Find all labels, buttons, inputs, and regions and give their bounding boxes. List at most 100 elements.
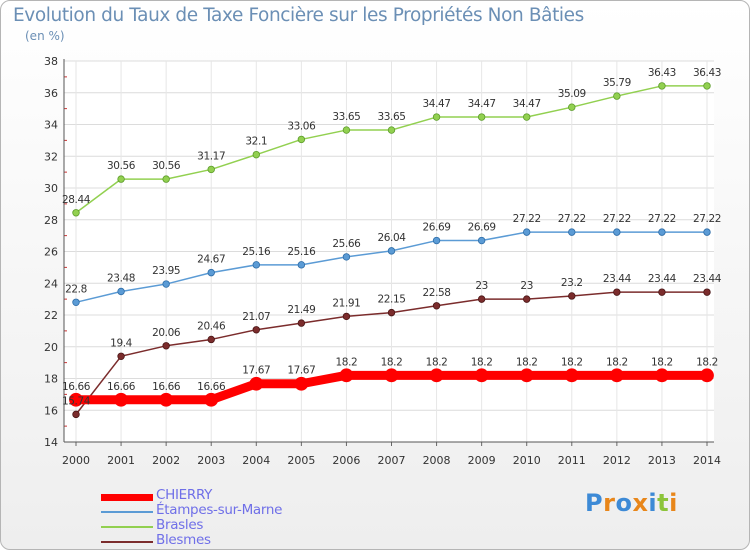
y-tick-label: 28	[44, 214, 58, 227]
data-label: 18.2	[606, 356, 628, 368]
series-2	[72, 82, 711, 217]
data-point	[162, 280, 170, 288]
data-label: 21.49	[287, 304, 315, 316]
data-point	[655, 368, 669, 383]
proxiti-logo: Proxiti	[585, 489, 678, 517]
series-0	[69, 368, 714, 407]
x-tick-label: 2004	[242, 454, 270, 467]
y-tick-label: 30	[44, 182, 58, 195]
data-label: 25.66	[332, 238, 361, 250]
data-point	[613, 288, 621, 296]
data-label: 23	[520, 280, 533, 292]
series-lines	[69, 82, 714, 419]
data-point	[523, 295, 531, 303]
data-label: 18.2	[471, 356, 493, 368]
data-label: 31.17	[197, 150, 225, 162]
data-point	[114, 392, 128, 407]
data-label: 23.2	[561, 277, 583, 289]
data-label: 26.69	[423, 222, 451, 234]
data-point	[117, 287, 125, 296]
data-point	[658, 228, 666, 236]
y-tick-label: 16	[44, 404, 58, 417]
data-point	[252, 326, 260, 334]
data-label: 18.2	[561, 356, 583, 368]
data-label: 20.06	[152, 327, 181, 339]
data-label: 22.58	[423, 287, 451, 299]
data-point	[387, 126, 396, 134]
series-1	[72, 228, 711, 306]
data-point	[384, 368, 399, 383]
data-point	[609, 368, 624, 383]
axes: 14 16 18 20 22 24 26 28 30 32 34 36 38 2000 2001 2002 20…	[44, 55, 721, 467]
data-point	[249, 376, 264, 391]
x-tick-label: 2010	[513, 454, 541, 467]
data-label: 33.65	[377, 111, 405, 123]
data-point	[294, 376, 309, 391]
data-point	[703, 288, 711, 296]
data-point	[117, 352, 125, 360]
data-point	[564, 368, 579, 383]
y-tick-label: 36	[44, 87, 58, 100]
data-point	[613, 228, 621, 236]
y-tick-label: 24	[44, 277, 58, 290]
x-tick-label: 2012	[603, 454, 631, 467]
legend-label: Étampes-sur-Marne	[156, 502, 283, 518]
x-tick-label: 2005	[287, 454, 315, 467]
x-tick-label: 2013	[648, 454, 676, 467]
data-label: 18.2	[381, 356, 403, 368]
data-label: 32.1	[245, 136, 267, 148]
data-label: 21.91	[332, 297, 360, 309]
data-point	[162, 342, 170, 350]
data-point	[703, 228, 711, 236]
data-point	[207, 268, 215, 277]
data-point	[252, 150, 260, 159]
x-tick-label: 2000	[62, 454, 90, 467]
data-label: 16.66	[197, 381, 226, 393]
data-label: 34.47	[513, 98, 541, 110]
data-label: 20.46	[197, 320, 226, 332]
logo-letter: i	[648, 489, 658, 517]
data-point	[658, 288, 666, 296]
logo-letter: o	[615, 489, 633, 517]
x-tick-label: 2002	[152, 454, 180, 467]
chart-title: Evolution du Taux de Taxe Foncière sur l…	[13, 5, 584, 26]
x-tick-label: 2009	[468, 454, 496, 467]
data-point	[342, 253, 351, 261]
data-point	[432, 302, 441, 310]
data-point	[700, 368, 714, 383]
data-point	[339, 368, 354, 383]
legend-label: Brasles	[156, 517, 204, 533]
data-point	[568, 228, 576, 236]
data-point	[477, 295, 486, 303]
logo-letter: x	[632, 489, 649, 517]
data-label: 15.74	[62, 395, 91, 407]
data-point	[117, 175, 125, 183]
data-label: 23.44	[693, 273, 722, 285]
data-label: 16.66	[62, 381, 91, 393]
data-point	[72, 410, 80, 419]
legend-label: CHIERRY	[156, 487, 213, 503]
data-point	[159, 392, 174, 407]
data-point	[523, 113, 531, 121]
data-label: 18.2	[651, 356, 673, 368]
data-label: 18.2	[516, 356, 538, 368]
data-label: 22.15	[377, 294, 405, 306]
data-point	[703, 82, 711, 90]
logo-letter: r	[603, 489, 616, 517]
data-label: 27.22	[603, 213, 631, 225]
data-label: 26.69	[468, 222, 496, 234]
x-tick-label: 2006	[332, 454, 360, 467]
data-label: 23.95	[152, 265, 180, 277]
data-labels: 16.66 16.66 16.66 16.66 17.67 17.67 18.2 18.2 18…	[62, 67, 722, 407]
data-point	[477, 236, 486, 245]
y-tick-label: 14	[44, 436, 58, 449]
data-point	[72, 298, 80, 306]
y-tick-label: 38	[44, 55, 58, 68]
data-label: 17.67	[287, 365, 315, 377]
data-label: 17.67	[242, 365, 270, 377]
data-point	[474, 368, 489, 383]
data-label: 36.43	[648, 67, 676, 79]
data-label: 18.2	[696, 356, 718, 368]
data-label: 34.47	[423, 98, 451, 110]
